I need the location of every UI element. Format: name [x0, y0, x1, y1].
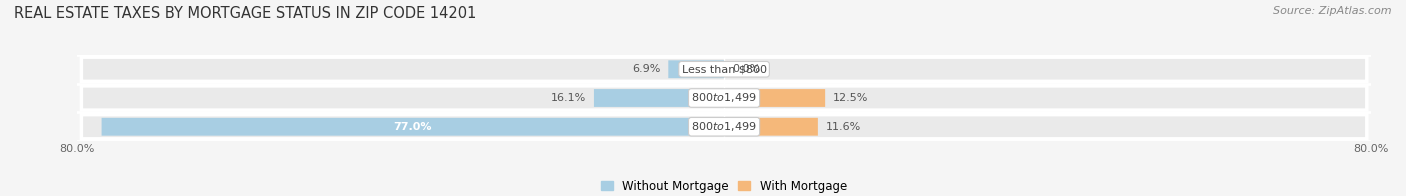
Text: 0.0%: 0.0%: [733, 64, 761, 74]
Text: Source: ZipAtlas.com: Source: ZipAtlas.com: [1274, 6, 1392, 16]
Text: 11.6%: 11.6%: [825, 122, 862, 132]
Text: $800 to $1,499: $800 to $1,499: [692, 120, 756, 133]
FancyBboxPatch shape: [101, 118, 724, 136]
FancyBboxPatch shape: [82, 115, 1367, 139]
FancyBboxPatch shape: [82, 86, 1367, 110]
Text: 6.9%: 6.9%: [631, 64, 661, 74]
Text: REAL ESTATE TAXES BY MORTGAGE STATUS IN ZIP CODE 14201: REAL ESTATE TAXES BY MORTGAGE STATUS IN …: [14, 6, 477, 21]
FancyBboxPatch shape: [82, 57, 1367, 81]
Legend: Without Mortgage, With Mortgage: Without Mortgage, With Mortgage: [596, 175, 852, 196]
Text: 16.1%: 16.1%: [551, 93, 586, 103]
FancyBboxPatch shape: [668, 60, 724, 78]
Text: 12.5%: 12.5%: [834, 93, 869, 103]
FancyBboxPatch shape: [724, 89, 825, 107]
Text: 77.0%: 77.0%: [394, 122, 432, 132]
FancyBboxPatch shape: [593, 89, 724, 107]
Text: $800 to $1,499: $800 to $1,499: [692, 92, 756, 104]
Text: Less than $800: Less than $800: [682, 64, 766, 74]
FancyBboxPatch shape: [724, 118, 818, 136]
